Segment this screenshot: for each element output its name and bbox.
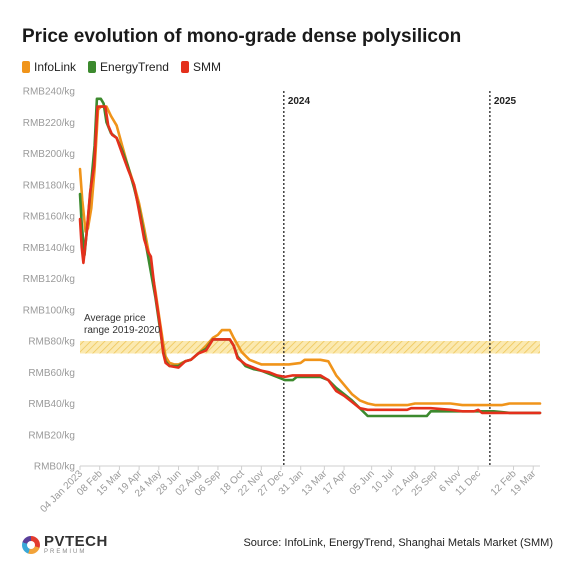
y-tick-label: RMB0/kg: [34, 462, 75, 473]
y-tick-label: RMB200/kg: [23, 149, 75, 160]
legend-label-infolink: InfoLink: [34, 60, 77, 74]
y-tick-label: RMB220/kg: [23, 118, 75, 129]
series-line-energytrend: [78, 97, 542, 418]
logo-sub: PREMIUM: [44, 549, 87, 555]
legend-swatch-infolink: [22, 61, 30, 73]
legend-item-infolink: InfoLink: [22, 60, 76, 74]
legend-item-energytrend: EnergyTrend: [88, 60, 169, 74]
legend-label-energytrend: EnergyTrend: [100, 60, 169, 74]
y-tick-label: RMB120/kg: [23, 274, 75, 285]
y-tick-label: RMB100/kg: [23, 305, 75, 316]
source-note: Source: InfoLink, EnergyTrend, Shanghai …: [243, 537, 553, 549]
logo-name: PVTECH: [44, 533, 108, 550]
legend-swatch-energytrend: [88, 61, 97, 73]
chart-legend: InfoLink EnergyTrend SMM: [22, 60, 221, 74]
legend-swatch-smm: [180, 61, 189, 73]
series-line-infolink: [78, 105, 542, 407]
legend-label-smm: SMM: [192, 60, 221, 74]
band-label-line: Average price: [84, 313, 146, 324]
pvtech-logo-icon: [22, 535, 40, 554]
year-marker-label: 2024: [288, 96, 311, 107]
y-tick-label: RMB20/kg: [28, 430, 75, 441]
x-tick-label: 05 Jun: [348, 468, 377, 497]
y-tick-label: RMB240/kg: [23, 87, 75, 98]
y-tick-label: RMB140/kg: [23, 243, 75, 254]
y-tick-label: RMB180/kg: [23, 180, 75, 191]
legend-item-smm: SMM: [180, 60, 221, 74]
average-price-band: [80, 341, 540, 354]
year-marker-label: 2025: [494, 96, 517, 107]
pvtech-logo: PVTECH PREMIUM: [22, 534, 108, 555]
y-tick-label: RMB80/kg: [28, 337, 75, 348]
y-tick-label: RMB40/kg: [28, 399, 75, 410]
series-line-smm: [78, 105, 542, 415]
y-tick-label: RMB60/kg: [28, 368, 75, 379]
chart-title: Price evolution of mono-grade dense poly…: [22, 26, 462, 47]
y-tick-label: RMB160/kg: [23, 212, 75, 223]
band-label-line: range 2019-2020: [84, 325, 161, 336]
